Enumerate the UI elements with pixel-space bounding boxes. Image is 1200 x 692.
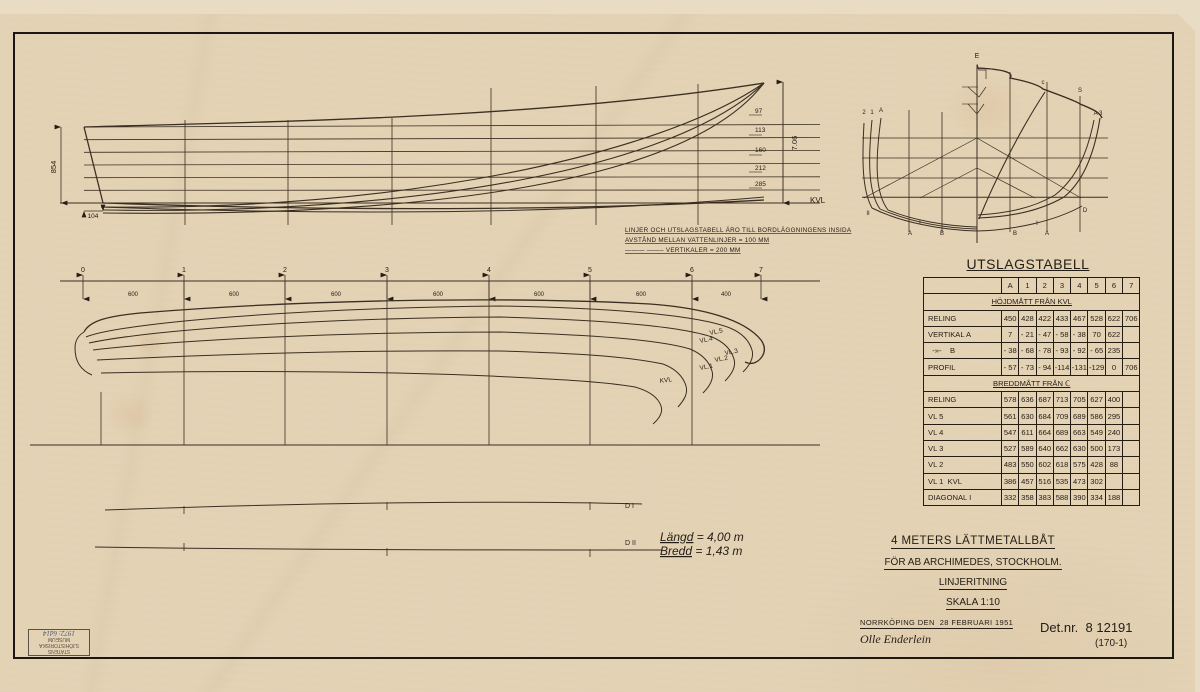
svg-text:Bredd = 1,43 m: Bredd = 1,43 m <box>660 544 742 558</box>
svg-text:S: S <box>1078 88 1082 94</box>
svg-text:A: A <box>908 231 912 237</box>
svg-text:600: 600 <box>534 292 545 298</box>
svg-text:I: I <box>919 220 921 226</box>
svg-text:97: 97 <box>755 108 763 115</box>
svg-text:KVL: KVL <box>659 376 673 385</box>
svg-text:285: 285 <box>755 181 766 188</box>
svg-text:600: 600 <box>128 292 139 298</box>
svg-text:6: 6 <box>690 267 694 274</box>
svg-text:I: I <box>1036 221 1038 227</box>
svg-text:VL.5: VL.5 <box>709 327 724 337</box>
svg-text:VL.4: VL.4 <box>699 335 714 345</box>
svg-text:Längd = 4,00 m: Längd = 4,00 m <box>660 530 744 544</box>
svg-text:1: 1 <box>870 110 874 116</box>
svg-text:400: 400 <box>721 292 732 298</box>
svg-text:5: 5 <box>588 267 592 274</box>
svg-text:D: D <box>1083 208 1088 214</box>
svg-text:600: 600 <box>229 292 240 298</box>
svg-text:2: 2 <box>283 267 287 274</box>
svg-text:600: 600 <box>636 292 647 298</box>
svg-text:160: 160 <box>755 147 766 154</box>
svg-text:――― ――– VERTIKALER = 200: ――― ――– VERTIKALER = 200 MM <box>625 247 741 254</box>
svg-text:D I: D I <box>625 503 634 510</box>
svg-text:4: 4 <box>487 267 491 274</box>
svg-text:600: 600 <box>331 292 342 298</box>
svg-text:E: E <box>975 53 980 60</box>
svg-text:7: 7 <box>759 267 763 274</box>
svg-text:KVL: KVL <box>810 196 826 205</box>
svg-text:A: A <box>879 108 883 114</box>
svg-text:VL.3: VL.3 <box>724 348 739 357</box>
svg-text:600: 600 <box>433 292 444 298</box>
svg-text:104: 104 <box>88 213 99 220</box>
svg-text:A: A <box>1045 231 1049 237</box>
svg-text:AVSTÅND MELLAN VATTENLINJER =: AVSTÅND MELLAN VATTENLINJER = 100 MM <box>625 235 769 244</box>
svg-text:113: 113 <box>755 127 766 134</box>
svg-text:D II: D II <box>625 540 636 547</box>
svg-text:A 3: A 3 <box>1094 111 1103 117</box>
svg-text:0: 0 <box>81 267 85 274</box>
svg-text:854: 854 <box>49 161 58 174</box>
svg-text:B: B <box>1013 231 1017 237</box>
svg-text:LINJER OCH UTSLAGSTABELL ÄRO T: LINJER OCH UTSLAGSTABELL ÄRO TILL BORDLÄ… <box>625 226 852 234</box>
svg-text:c: c <box>1042 80 1045 86</box>
svg-text:7.06: 7.06 <box>790 136 799 151</box>
svg-text:B: B <box>940 231 944 237</box>
svg-text:II: II <box>866 211 870 217</box>
svg-text:3: 3 <box>385 267 389 274</box>
svg-text:1: 1 <box>182 267 186 274</box>
svg-text:212: 212 <box>755 165 766 172</box>
svg-text:2: 2 <box>862 110 866 116</box>
